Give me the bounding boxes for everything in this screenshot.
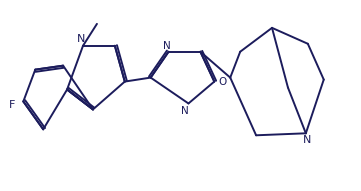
- Text: N: N: [77, 34, 85, 44]
- Text: N: N: [180, 106, 188, 116]
- Text: N: N: [303, 135, 312, 146]
- Text: O: O: [218, 77, 226, 87]
- Text: N: N: [163, 41, 171, 51]
- Text: F: F: [9, 100, 16, 110]
